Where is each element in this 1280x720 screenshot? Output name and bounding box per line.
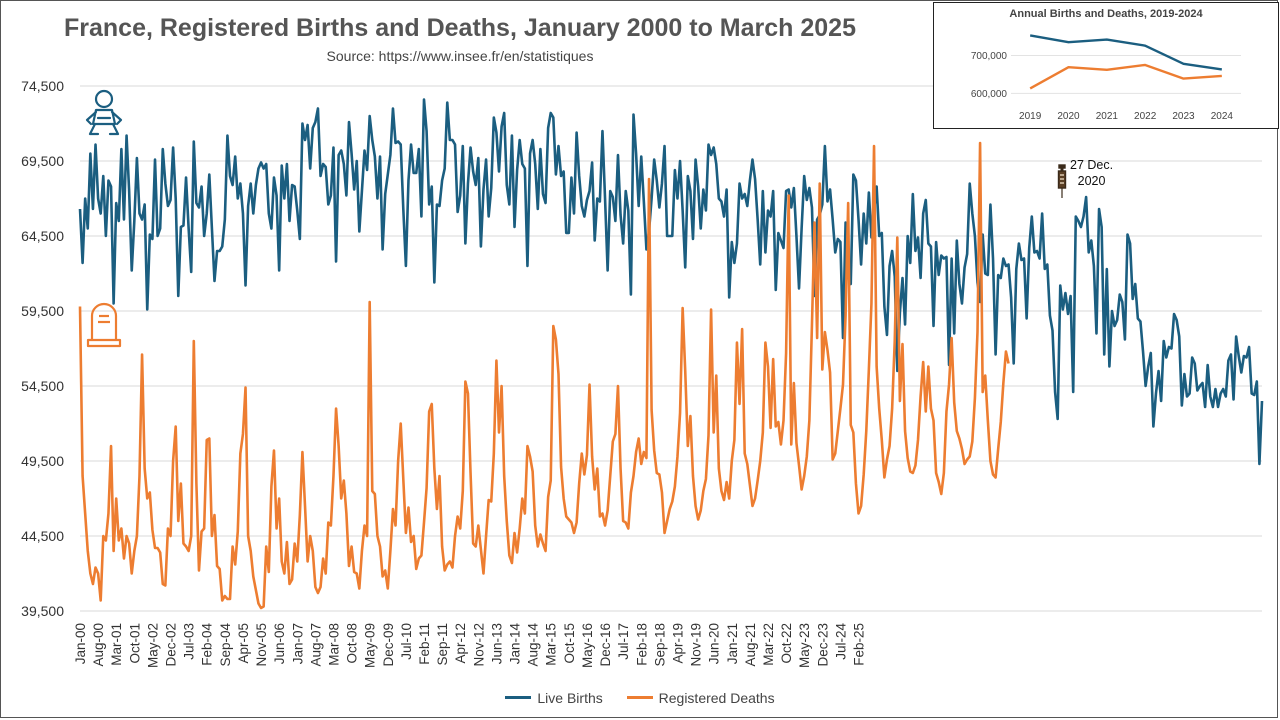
x-tick-label: Sep-04 [218,623,233,667]
x-tick-label: Jan-14 [508,623,523,665]
x-tick-label: Jun-06 [272,623,287,664]
series-line-births [78,98,1264,466]
x-tick-label: Apr-12 [453,623,468,664]
legend-label-deaths: Registered Deaths [658,689,775,706]
y-tick-label: 69,500 [21,153,64,169]
inset-x-ticks: 2019 2020 2021 2022 2023 2024 [1019,111,1233,122]
x-tick-label: May-23 [797,623,812,668]
inset-chart: Annual Births and Deaths, 2019-2024 600,… [933,2,1279,129]
x-tick-label: Apr-05 [236,623,251,664]
annotation-year: 2020 [1077,174,1106,188]
x-tick-label: Apr-19 [670,623,685,664]
x-tick-label: Dec-16 [598,623,613,667]
x-tick-label: May-16 [580,623,595,668]
syringe-icon [1057,164,1067,198]
x-tick-label: Feb-18 [634,623,649,666]
x-tick-label: Feb-11 [417,623,432,665]
inset-x-tick-label: 2022 [1134,111,1157,122]
x-tick-label: Mar-15 [544,623,559,666]
inset-x-tick-label: 2020 [1057,111,1080,122]
inset-title: Annual Births and Deaths, 2019-2024 [1009,8,1203,20]
y-tick-label: 59,500 [21,303,64,319]
x-tick-label: Nov-19 [689,623,704,667]
y-tick-label: 49,500 [21,453,64,469]
x-tick-label: Jul-03 [182,623,197,660]
legend-item-births: Live Births [505,689,603,706]
inset-y-ticks: 600,000 700,000 [971,51,1008,100]
inset-line-births [1029,34,1223,71]
x-tick-label: Mar-01 [109,623,124,666]
y-tick-label: 64,500 [21,228,64,244]
x-tick-label: Oct-22 [779,623,794,664]
inset-y-tick-label: 700,000 [971,51,1008,62]
x-tick-label: Oct-01 [127,623,142,664]
inset-x-tick-label: 2023 [1172,111,1195,122]
y-tick-label: 54,500 [21,378,64,394]
inset-line-deaths [1029,63,1222,90]
x-tick-label: Jan-00 [73,623,88,664]
x-tick-label: Mar-22 [761,623,776,666]
x-tick-label: Jul-10 [399,623,414,660]
legend-label-births: Live Births [537,689,603,706]
x-tick-label: Oct-08 [345,623,360,664]
x-tick-label: Jul-17 [616,623,631,660]
x-axis-ticks: Jan-00 Aug-00 Mar-01 Oct-01 May-02 Dec-02 Jul-… [73,623,867,669]
x-tick-label: Sep-11 [435,623,450,666]
inset-x-tick-label: 2019 [1019,111,1042,122]
y-tick-label: 39,500 [21,603,64,619]
inset-series [1029,34,1223,90]
inset-y-tick-label: 600,000 [971,89,1008,100]
inset-x-tick-label: 2024 [1211,111,1234,122]
x-tick-label: Nov-12 [471,623,486,667]
x-tick-label: Aug-07 [308,623,323,667]
chart-title: France, Registered Births and Deaths, Ja… [64,14,856,42]
y-axis-ticks: 39,500 44,500 49,500 54,500 59,500 64,500 69,5… [21,78,64,619]
x-tick-label: Jul-24 [833,623,848,660]
inset-x-tick-label: 2021 [1096,111,1119,122]
annotation-date: 27 Dec. [1070,158,1114,172]
chart-subtitle: Source: https://www.insee.fr/en/statisti… [326,48,594,64]
x-tick-label: Jan-21 [725,623,740,664]
x-tick-label: May-02 [145,623,160,668]
y-tick-label: 44,500 [21,528,64,544]
series-line-deaths [78,141,1010,610]
x-tick-label: Oct-15 [562,623,577,664]
x-tick-label: Jan-07 [290,623,305,664]
x-tick-label: Jun-13 [489,623,504,664]
x-tick-label: Feb-25 [852,623,867,666]
x-tick-label: Aug-21 [743,623,758,667]
y-tick-label: 74,500 [21,78,64,94]
x-tick-label: Dec-23 [815,623,830,667]
x-tick-label: May-09 [363,623,378,668]
baby-icon [85,89,123,136]
series-lines [78,98,1264,610]
legend: Live Births Registered Deaths [0,686,1280,706]
x-tick-label: Sep-18 [652,623,667,667]
x-tick-label: Feb-04 [200,623,215,666]
inset-grid [1011,54,1241,94]
x-tick-label: Dec-02 [164,623,179,667]
x-tick-label: Jun-20 [707,623,722,664]
vaccine-annotation: 27 Dec. 2020 [1070,157,1113,189]
x-tick-label: Dec-09 [381,623,396,667]
gravestone-icon [86,302,122,348]
x-tick-label: Mar-08 [326,623,341,666]
x-tick-label: Aug-00 [91,623,106,667]
legend-item-deaths: Registered Deaths [626,689,775,706]
x-tick-label: Aug-14 [526,623,541,667]
x-tick-label: Nov-05 [254,623,269,667]
inset-plot: 600,000 700,000 2019 2020 2021 2022 2023 2024 [971,34,1241,122]
legend-swatch-births [505,696,532,699]
legend-swatch-deaths [626,696,653,699]
